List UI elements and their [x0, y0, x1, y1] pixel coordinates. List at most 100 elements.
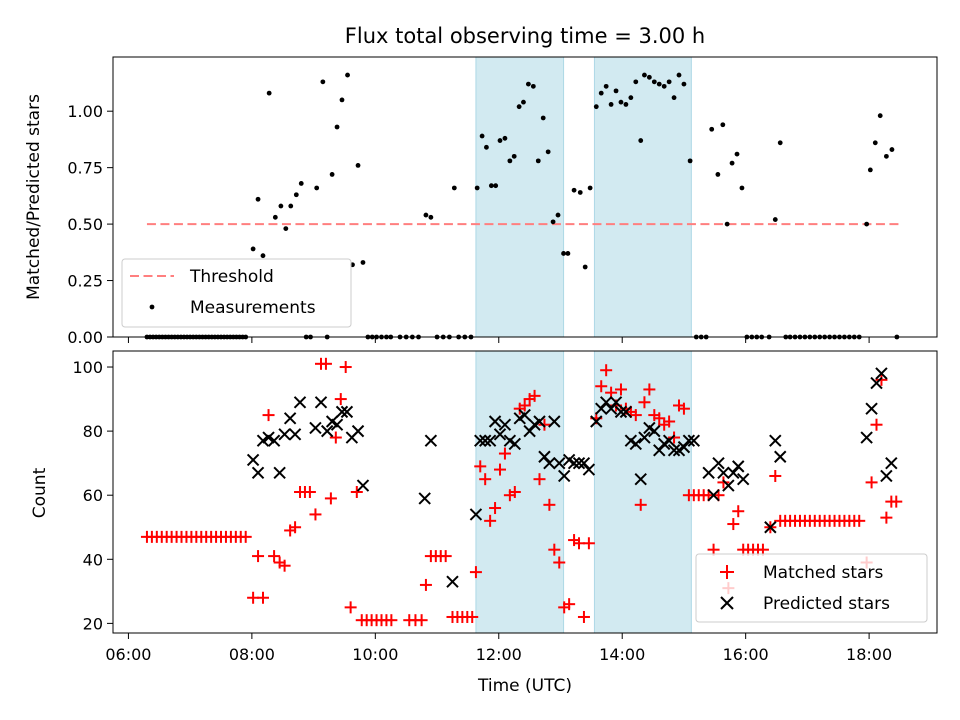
matched-star-point: [415, 614, 428, 627]
measurement-point: [479, 133, 485, 139]
x-tick-label: 16:00: [723, 645, 769, 664]
y-tick-label: 0.75: [67, 159, 103, 178]
predicted-star-point: [256, 434, 270, 447]
measurement-point: [497, 138, 503, 143]
predicted-star-point: [293, 396, 307, 409]
measurement-point: [484, 144, 489, 150]
measurement-point: [867, 167, 873, 173]
predicted-star-point: [543, 456, 556, 470]
matched-star-point: [614, 383, 627, 396]
predicted-star-point: [599, 396, 613, 409]
predicted-star-point: [732, 460, 745, 473]
predicted-star-point: [880, 469, 893, 483]
predicted-star-point: [478, 434, 492, 447]
ratio-y-ticks: 0.00 0.25 0.50 0.75 1.00: [67, 102, 113, 347]
matched-star-point: [474, 460, 487, 473]
measurement-point: [293, 192, 299, 198]
measurement-point: [720, 122, 726, 128]
matched-star-point: [439, 550, 452, 563]
measurement-point: [545, 149, 551, 155]
y-tick-label: 80: [83, 422, 103, 441]
predicted-star-point: [483, 434, 497, 447]
predicted-star-point: [634, 472, 647, 486]
measurement-point: [530, 83, 536, 89]
predicted-star-point: [523, 424, 536, 438]
predicted-star-point: [567, 456, 581, 470]
measurement-point: [729, 160, 735, 166]
predicted-star-point: [309, 421, 322, 435]
predicted-star-point: [330, 418, 344, 431]
count-legend: Matched stars Predicted stars: [695, 553, 928, 623]
measurement-point: [633, 79, 639, 85]
predicted-star-point: [314, 396, 328, 409]
predicted-star-point: [667, 444, 681, 457]
measurement-point: [266, 90, 272, 96]
matched-legend-label: Matched stars: [763, 563, 883, 583]
matched-star-point: [498, 447, 511, 460]
predicted-star-point: [356, 479, 370, 492]
matched-star-point: [329, 431, 342, 444]
matched-star-point: [875, 373, 888, 386]
measurement-point: [283, 226, 289, 232]
predicted-star-point: [717, 466, 730, 479]
measurement-point: [502, 135, 508, 141]
matched-star-point: [717, 476, 730, 489]
measurement-point: [587, 185, 593, 191]
measurement-point: [777, 140, 783, 146]
measurement-point: [272, 214, 278, 220]
measurement-point: [345, 72, 350, 78]
y-tick-label: 0.25: [67, 272, 103, 291]
measurement-point: [603, 83, 609, 89]
measurement-point: [582, 264, 588, 270]
predicted-star-point: [246, 453, 260, 467]
matched-star-point: [479, 473, 492, 486]
count-plot-frame: [112, 350, 938, 634]
predicted-star-point: [553, 456, 566, 470]
matched-star-point: [677, 402, 690, 415]
matched-star-point: [419, 578, 432, 591]
measurement-point: [555, 212, 561, 218]
measurement-point: [642, 72, 647, 78]
predicted-star-point: [474, 434, 487, 447]
predicted-star-point: [604, 402, 618, 415]
predicted-star-point: [424, 434, 438, 447]
measurement-point: [661, 83, 667, 89]
predicted-star-point: [712, 456, 725, 470]
measurement-point: [550, 219, 556, 225]
measurement-point: [540, 115, 546, 121]
predicted-legend-label: Predicted stars: [763, 594, 890, 614]
measurement-point: [535, 158, 541, 164]
matched-star-point: [538, 418, 551, 431]
x-axis-label: Time (UTC): [477, 676, 572, 696]
y-tick-label: 0.50: [67, 215, 103, 234]
matched-star-point: [663, 415, 676, 428]
count-y-ticks: 20 40 60 80 100: [72, 358, 113, 633]
measurements-legend-label: Measurements: [190, 298, 316, 318]
matched-star-point: [319, 357, 332, 370]
matched-star-point: [289, 521, 302, 534]
measurement-point: [651, 79, 657, 85]
measurement-point: [864, 221, 870, 227]
ratio-legend-box: [121, 258, 352, 328]
predicted-legend-swatch: [720, 596, 734, 610]
matched-star-point: [268, 550, 281, 563]
measurement-point: [676, 72, 682, 78]
measurement-point: [671, 95, 677, 101]
matched-star-point: [252, 550, 265, 563]
predicted-star-point: [493, 428, 507, 441]
matched-star-point: [563, 598, 576, 611]
matched-star-point: [324, 492, 337, 505]
predicted-star-point: [687, 434, 701, 447]
predicted-stars-series: [246, 367, 898, 588]
predicted-star-point: [288, 428, 302, 441]
matched-star-point: [577, 610, 590, 623]
predicted-star-point: [446, 575, 459, 588]
measurement-point: [772, 217, 778, 222]
measurement-point: [360, 260, 366, 265]
matched-star-point: [278, 559, 291, 572]
matched-star-point: [634, 498, 647, 511]
matched-star-point: [518, 399, 531, 412]
matched-star-point: [339, 361, 352, 374]
predicted-star-point: [278, 428, 291, 441]
